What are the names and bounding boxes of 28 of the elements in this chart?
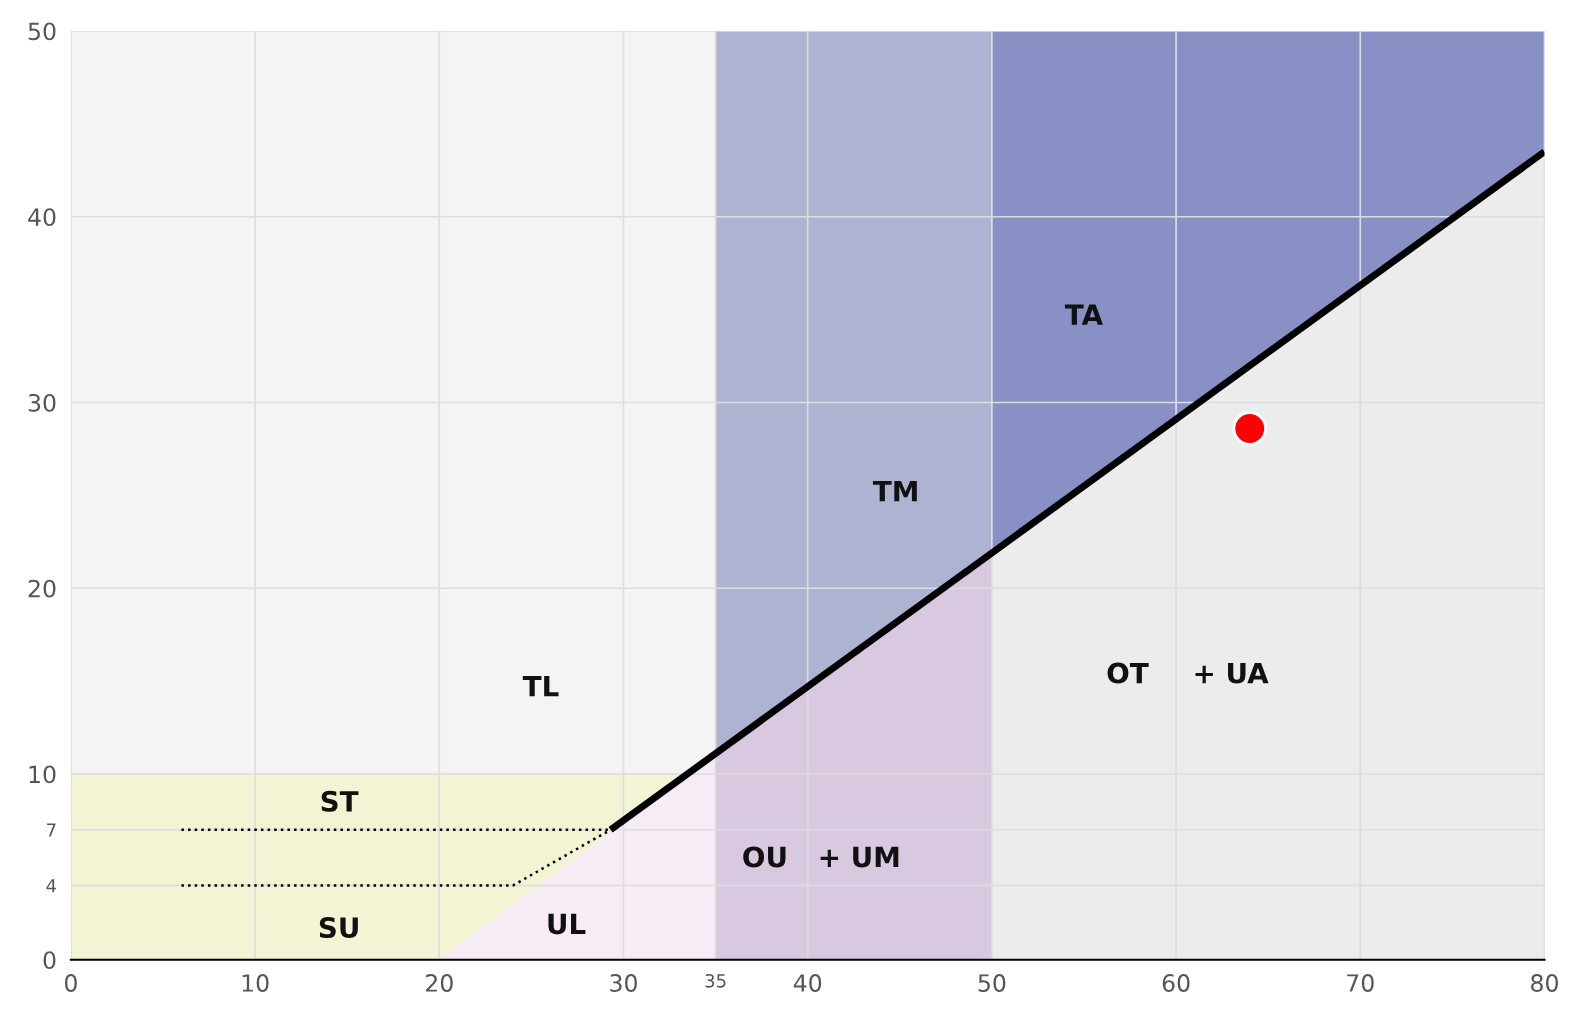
y-tick-label: 40 — [28, 208, 56, 227]
y-tick-label: 7 — [47, 823, 56, 837]
y-tick-label: 30 — [28, 393, 56, 412]
x-tick-label: 70 — [1347, 974, 1374, 992]
x-tick-label: 60 — [1162, 974, 1190, 992]
annotation: SU — [319, 917, 358, 939]
annotation: + UM — [820, 846, 899, 868]
x-tick-label: 80 — [1531, 974, 1558, 992]
y-tick-label: 0 — [43, 951, 56, 970]
x-tick-label: 40 — [793, 974, 822, 992]
y-tick-label: 50 — [28, 22, 56, 41]
annotation: UL — [548, 913, 586, 935]
y-tick-label: 10 — [29, 765, 56, 784]
y-tick-label: 20 — [28, 579, 56, 598]
annotation: TL — [522, 675, 559, 697]
annotation: OT — [1107, 662, 1149, 684]
x-tick-label: 20 — [426, 974, 453, 992]
x-tick-label: 30 — [610, 974, 637, 992]
x-tick-label: 10 — [242, 974, 269, 992]
annotation: ST — [321, 790, 359, 812]
annotation: TM — [872, 480, 917, 502]
x-tick-label: 35 — [705, 973, 726, 988]
x-tick-label: 50 — [978, 974, 1006, 992]
annotation: + UA — [1195, 662, 1269, 684]
annotation: OU — [743, 846, 786, 868]
annotation: TA — [1064, 304, 1103, 325]
y-tick-label: 4 — [46, 879, 57, 893]
x-tick-label: 0 — [64, 974, 77, 992]
